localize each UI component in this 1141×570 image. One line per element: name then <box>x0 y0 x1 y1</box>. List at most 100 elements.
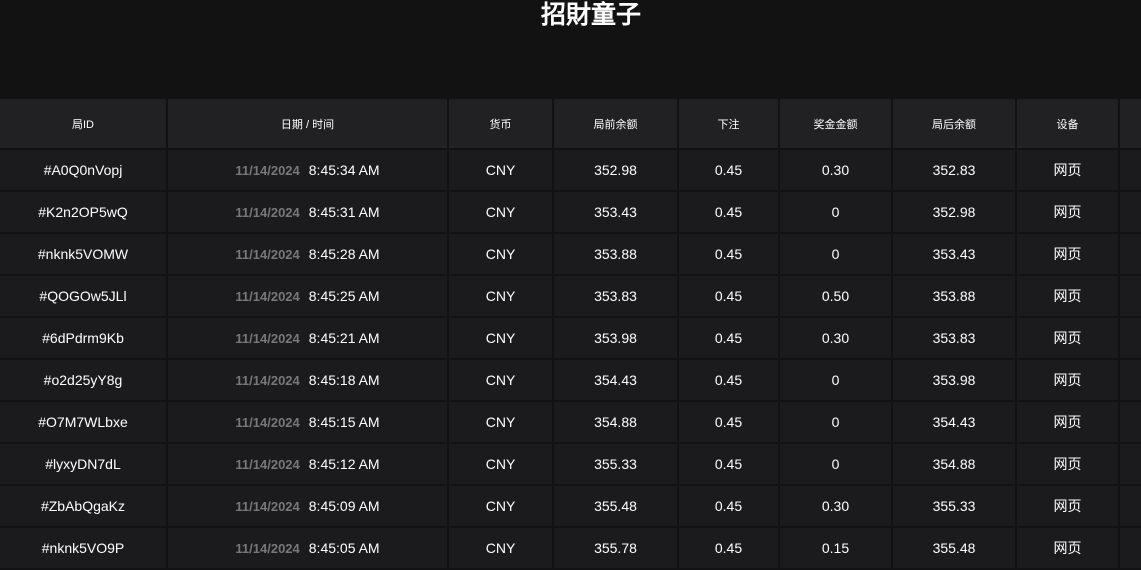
cell-currency: CNY <box>449 234 552 274</box>
cell-round-id: #ZbAbQgaKz <box>0 486 166 526</box>
cell-date-time: 11/14/2024 8:45:09 AM <box>168 486 447 526</box>
cell-device: 网页 <box>1017 276 1118 316</box>
cell-extra <box>1120 150 1141 190</box>
date: 11/14/2024 <box>235 288 300 304</box>
cell-balance-before: 355.48 <box>554 486 677 526</box>
time: 8:45:12 AM <box>308 456 380 472</box>
table-row[interactable]: #6dPdrm9Kb 11/14/2024 8:45:21 AM CNY 353.98 0… <box>0 318 1141 358</box>
table-row[interactable]: #o2d25yY8g 11/14/2024 8:45:18 AM CNY 354.43 0… <box>0 360 1141 400</box>
cell-round-id: #O7M7WLbxe <box>0 402 166 442</box>
time: 8:45:18 AM <box>308 372 380 388</box>
cell-currency: CNY <box>449 486 552 526</box>
cell-bet: 0.45 <box>679 192 778 232</box>
cell-date-time: 11/14/2024 8:45:18 AM <box>168 360 447 400</box>
table-row[interactable]: #K2n2OP5wQ 11/14/2024 8:45:31 AM CNY 353.43 0… <box>0 192 1141 232</box>
cell-win-amount: 0.30 <box>780 150 891 190</box>
cell-win-amount: 0.50 <box>780 276 891 316</box>
cell-device: 网页 <box>1017 150 1118 190</box>
table-row[interactable]: #QOGOw5JLl 11/14/2024 8:45:25 AM CNY 353.83 0… <box>0 276 1141 316</box>
header-currency: 货币 <box>449 99 552 148</box>
cell-extra <box>1120 444 1141 484</box>
cell-win-amount: 0 <box>780 402 891 442</box>
cell-bet: 0.45 <box>679 402 778 442</box>
date: 11/14/2024 <box>235 414 300 430</box>
history-table: 局ID 日期 / 时间 货币 局前余额 下注 奖金金额 局后余额 设备 #A0Q0nVopj 1… <box>0 99 1141 570</box>
header-bet: 下注 <box>679 99 778 148</box>
cell-bet: 0.45 <box>679 444 778 484</box>
cell-date-time: 11/14/2024 8:45:25 AM <box>168 276 447 316</box>
cell-bet: 0.45 <box>679 150 778 190</box>
cell-bet: 0.45 <box>679 318 778 358</box>
cell-balance-after: 353.88 <box>893 276 1015 316</box>
header-date-time: 日期 / 时间 <box>168 99 447 148</box>
page-title: 招財童子 <box>540 1 641 29</box>
cell-balance-after: 354.88 <box>893 444 1015 484</box>
table-row[interactable]: #nknk5VOMW 11/14/2024 8:45:28 AM CNY 353.88 0… <box>0 234 1141 274</box>
date: 11/14/2024 <box>235 498 300 514</box>
cell-balance-before: 353.83 <box>554 276 677 316</box>
cell-device: 网页 <box>1017 192 1118 232</box>
date: 11/14/2024 <box>235 204 300 220</box>
date: 11/14/2024 <box>235 372 300 388</box>
table-row[interactable]: #lyxyDN7dL 11/14/2024 8:45:12 AM CNY 355.33 0… <box>0 444 1141 484</box>
cell-device: 网页 <box>1017 528 1118 568</box>
cell-round-id: #o2d25yY8g <box>0 360 166 400</box>
time: 8:45:21 AM <box>308 330 380 346</box>
cell-currency: CNY <box>449 528 552 568</box>
header-round-id: 局ID <box>0 99 166 148</box>
cell-balance-after: 353.98 <box>893 360 1015 400</box>
cell-balance-before: 355.33 <box>554 444 677 484</box>
cell-balance-before: 355.78 <box>554 528 677 568</box>
cell-date-time: 11/14/2024 8:45:15 AM <box>168 402 447 442</box>
cell-balance-after: 353.83 <box>893 318 1015 358</box>
date: 11/14/2024 <box>235 540 300 556</box>
cell-extra <box>1120 318 1141 358</box>
cell-round-id: #K2n2OP5wQ <box>0 192 166 232</box>
cell-bet: 0.45 <box>679 360 778 400</box>
cell-balance-before: 353.88 <box>554 234 677 274</box>
time: 8:45:28 AM <box>308 246 380 262</box>
cell-extra <box>1120 192 1141 232</box>
cell-balance-after: 355.48 <box>893 528 1015 568</box>
time: 8:45:09 AM <box>308 498 380 514</box>
cell-date-time: 11/14/2024 8:45:34 AM <box>168 150 447 190</box>
cell-balance-before: 354.43 <box>554 360 677 400</box>
cell-bet: 0.45 <box>679 234 778 274</box>
table-row[interactable]: #ZbAbQgaKz 11/14/2024 8:45:09 AM CNY 355.48 0… <box>0 486 1141 526</box>
cell-date-time: 11/14/2024 8:45:31 AM <box>168 192 447 232</box>
cell-currency: CNY <box>449 444 552 484</box>
table-row[interactable]: #nknk5VO9P 11/14/2024 8:45:05 AM CNY 355.78 0… <box>0 528 1141 568</box>
cell-round-id: #6dPdrm9Kb <box>0 318 166 358</box>
cell-extra <box>1120 486 1141 526</box>
cell-win-amount: 0.30 <box>780 486 891 526</box>
cell-win-amount: 0 <box>780 444 891 484</box>
cell-extra <box>1120 528 1141 568</box>
cell-currency: CNY <box>449 402 552 442</box>
cell-balance-before: 353.98 <box>554 318 677 358</box>
cell-round-id: #A0Q0nVopj <box>0 150 166 190</box>
header-device: 设备 <box>1017 99 1118 148</box>
table-row[interactable]: #O7M7WLbxe 11/14/2024 8:45:15 AM CNY 354.88 0… <box>0 402 1141 442</box>
cell-bet: 0.45 <box>679 276 778 316</box>
cell-device: 网页 <box>1017 318 1118 358</box>
cell-bet: 0.45 <box>679 486 778 526</box>
cell-date-time: 11/14/2024 8:45:28 AM <box>168 234 447 274</box>
cell-currency: CNY <box>449 276 552 316</box>
cell-currency: CNY <box>449 150 552 190</box>
time: 8:45:34 AM <box>308 162 380 178</box>
table-header: 局ID 日期 / 时间 货币 局前余额 下注 奖金金额 局后余额 设备 <box>0 99 1141 148</box>
cell-date-time: 11/14/2024 8:45:12 AM <box>168 444 447 484</box>
cell-round-id: #nknk5VO9P <box>0 528 166 568</box>
header-win-amount: 奖金金额 <box>780 99 891 148</box>
cell-currency: CNY <box>449 192 552 232</box>
cell-balance-after: 352.98 <box>893 192 1015 232</box>
cell-win-amount: 0.30 <box>780 318 891 358</box>
cell-device: 网页 <box>1017 360 1118 400</box>
table-row[interactable]: #A0Q0nVopj 11/14/2024 8:45:34 AM CNY 352.98 0… <box>0 150 1141 190</box>
cell-win-amount: 0.15 <box>780 528 891 568</box>
date: 11/14/2024 <box>235 162 300 178</box>
cell-balance-before: 354.88 <box>554 402 677 442</box>
cell-round-id: #QOGOw5JLl <box>0 276 166 316</box>
cell-win-amount: 0 <box>780 192 891 232</box>
date: 11/14/2024 <box>235 330 300 346</box>
